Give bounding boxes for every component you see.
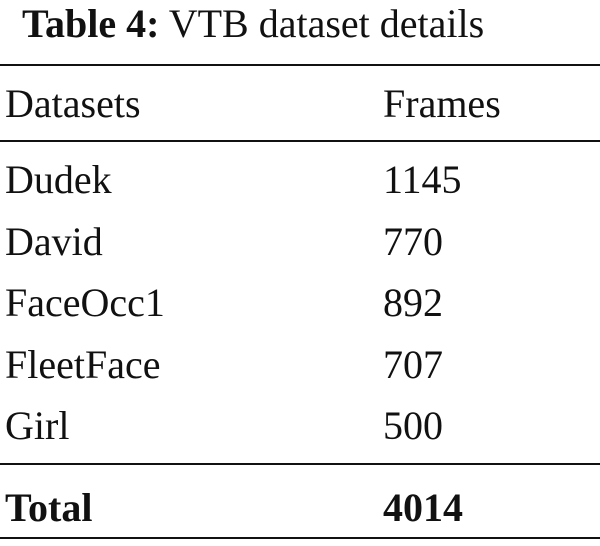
caption-text: VTB dataset details: [168, 1, 485, 46]
total-label: Total: [5, 485, 93, 530]
dataset-name: FaceOcc1: [5, 280, 165, 325]
frame-count: 500: [383, 403, 443, 448]
header-rule: [0, 140, 600, 142]
caption-label: Table 4:: [22, 1, 160, 46]
dataset-name: Dudek: [5, 157, 112, 202]
dataset-name: David: [5, 218, 103, 264]
top-rule: [0, 64, 600, 66]
frame-count: 707: [383, 341, 443, 387]
frame-count: 1145: [383, 157, 462, 202]
mid-rule: [0, 463, 600, 465]
header-cell: Datasets: [5, 81, 141, 126]
dataset-name: FleetFace: [5, 341, 161, 387]
caption: Table 4: VTB dataset details: [22, 4, 484, 44]
total-value: 4014: [383, 485, 463, 530]
dataset-name: Girl: [5, 403, 70, 448]
frame-count: 770: [383, 218, 443, 264]
header-cell: Frames: [383, 81, 501, 126]
frame-count: 892: [383, 280, 443, 325]
bottom-rule: [0, 537, 600, 539]
